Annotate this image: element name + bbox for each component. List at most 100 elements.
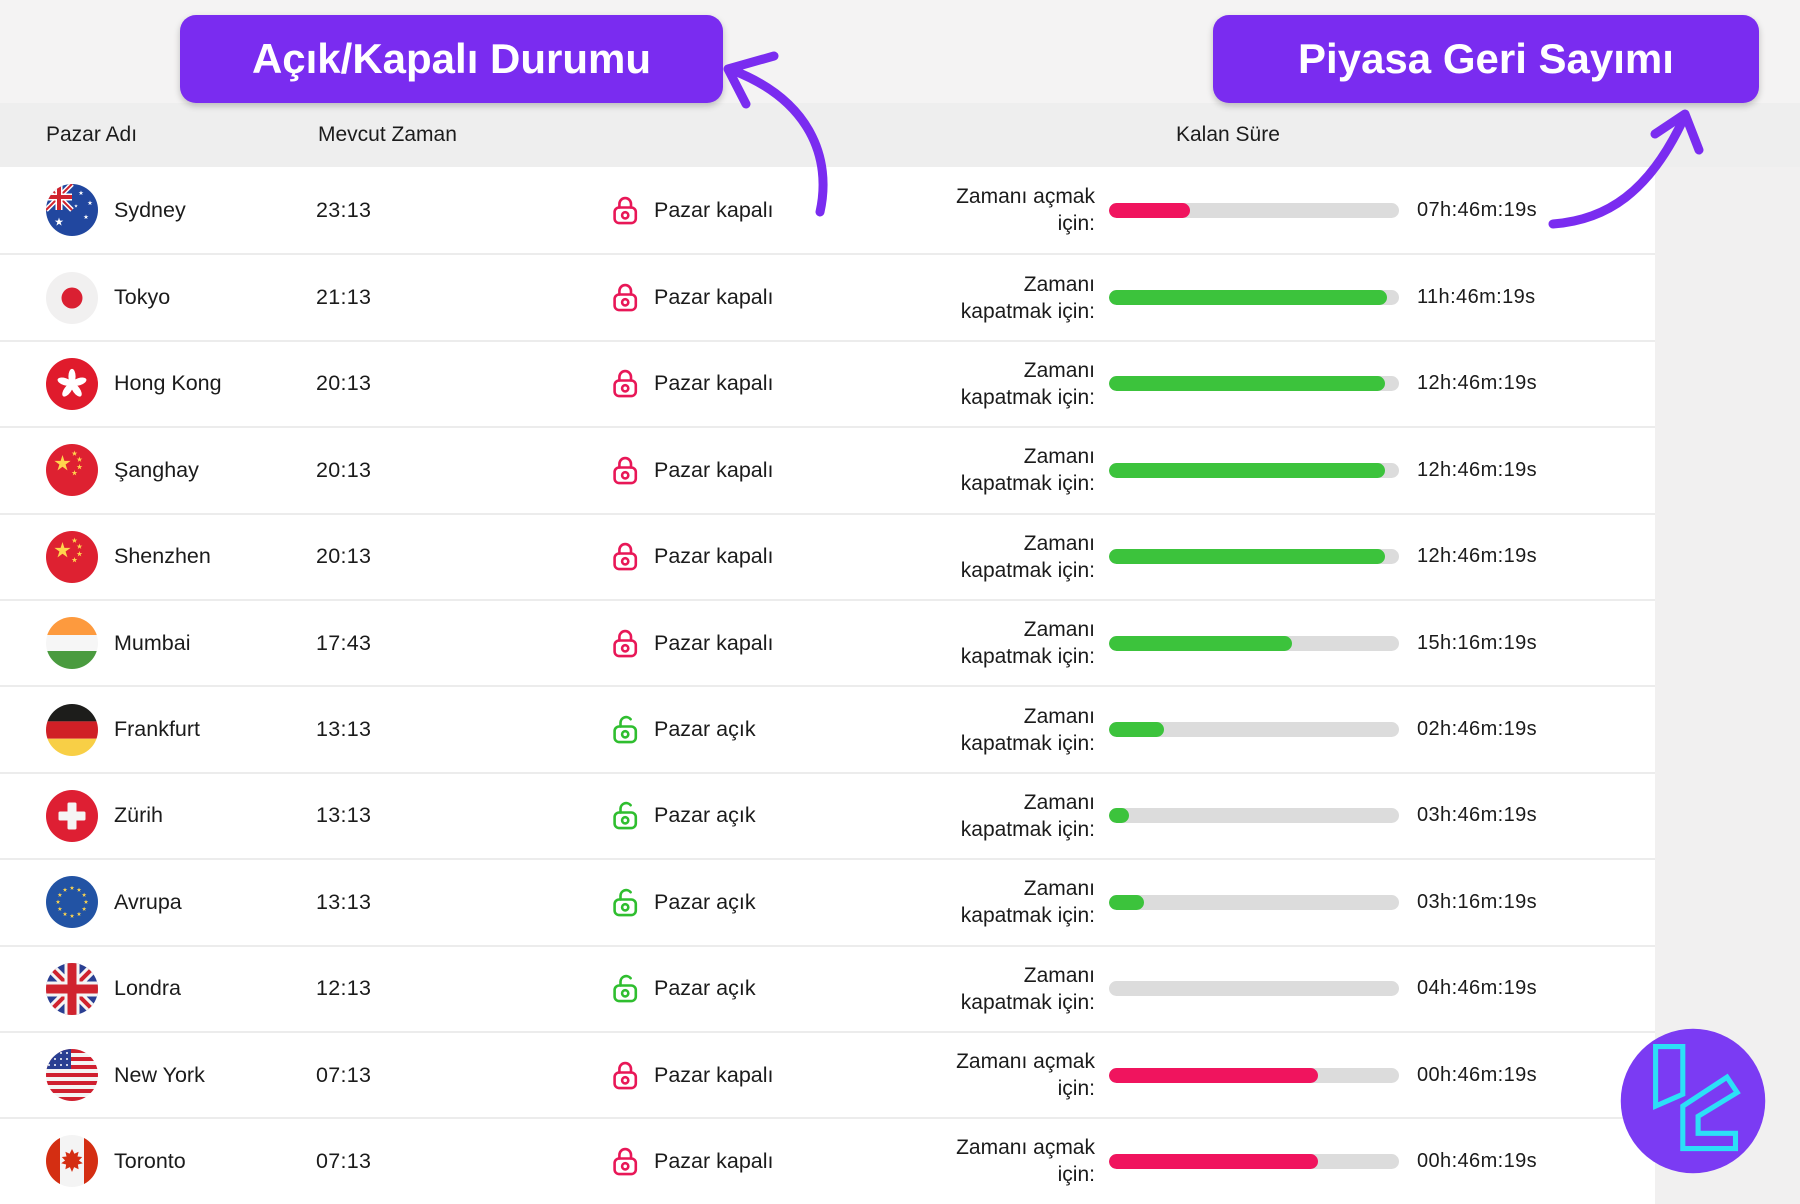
countdown-remaining: 00h:46m:19s: [1417, 1149, 1538, 1172]
lock-closed-icon: [610, 194, 641, 227]
countdown-label: Zamanı kapatmak için:: [960, 445, 1095, 496]
countdown-remaining: 03h:16m:19s: [1417, 890, 1538, 913]
current-time: 20:13: [316, 457, 372, 482]
countdown-label: Zamanı kapatmak için:: [960, 877, 1095, 928]
countdown-label: Zamanı kapatmak için:: [960, 704, 1095, 755]
countdown-label: Zamanı kapatmak için:: [960, 358, 1095, 409]
flag-germany-icon: [46, 703, 98, 756]
countdown-remaining: 07h:46m:19s: [1417, 198, 1538, 221]
table-row: Hong Kong 20:13 Pazar kapalı Zamanı kapat…: [0, 339, 1655, 427]
market-status: Pazar açık: [654, 717, 756, 742]
current-time: 13:13: [316, 717, 372, 742]
countdown-progress-fill: [1109, 722, 1165, 738]
table-row: Tokyo 21:13 Pazar kapalı Zamanı kapatmak …: [0, 253, 1655, 340]
market-name: New York: [114, 1062, 205, 1087]
countdown-progress-track: [1109, 722, 1399, 738]
lock-open-icon: [610, 886, 641, 919]
market-status: Pazar kapalı: [654, 285, 774, 310]
flag-hong-kong-icon: [46, 357, 98, 410]
market-name: Mumbai: [114, 630, 191, 655]
countdown-progress-fill: [1109, 202, 1191, 218]
countdown-progress-track: [1109, 894, 1399, 910]
table-row: Avrupa 13:13 Pazar açık Zamanı kapatmak i…: [0, 858, 1655, 945]
lock-open-icon: [610, 972, 641, 1005]
market-name: Şanghay: [114, 457, 199, 482]
countdown-progress-track: [1109, 635, 1399, 651]
countdown-progress-fill: [1109, 290, 1388, 306]
lock-closed-icon: [610, 627, 641, 660]
flag-china-icon: [46, 444, 98, 497]
flag-usa-icon: [46, 1049, 98, 1102]
header-remaining-time: Kalan Süre: [1176, 123, 1280, 146]
lock-closed-icon: [610, 1059, 641, 1092]
flag-australia-icon: [46, 184, 98, 237]
market-name: Frankfurt: [114, 717, 201, 742]
countdown-remaining: 12h:46m:19s: [1417, 545, 1538, 568]
countdown-label: Zamanı açmak için:: [956, 1050, 1095, 1101]
market-name: Shenzhen: [114, 544, 211, 569]
table-row: Toronto 07:13 Pazar kapalı Zamanı açmak i…: [0, 1117, 1655, 1204]
table-header: Pazar Adı Mevcut Zaman Kalan Süre: [0, 103, 1800, 167]
lock-closed-icon: [610, 367, 641, 400]
arrow-to-countdown-badge-icon: [1548, 109, 1704, 229]
table-row: Zürih 13:13 Pazar açık Zamanı kapatmak iç…: [0, 771, 1655, 859]
current-time: 23:13: [316, 197, 372, 222]
countdown-progress-track: [1109, 981, 1399, 997]
current-time: 12:13: [316, 976, 372, 1001]
countdown-label: Zamanı kapatmak için:: [960, 272, 1095, 323]
countdown-remaining: 04h:46m:19s: [1417, 977, 1538, 1000]
countdown-progress-track: [1109, 808, 1399, 824]
countdown-label: Zamanı kapatmak için:: [960, 618, 1095, 669]
lock-open-icon: [610, 799, 641, 832]
countdown-remaining: 15h:16m:19s: [1417, 631, 1538, 654]
market-name: Sydney: [114, 197, 186, 222]
countdown-progress-track: [1109, 1067, 1399, 1083]
countdown-progress-fill: [1109, 1153, 1318, 1169]
market-status: Pazar kapalı: [654, 544, 774, 569]
countdown-remaining: 11h:46m:19s: [1417, 286, 1536, 309]
current-time: 20:13: [316, 371, 372, 396]
flag-india-icon: [46, 617, 98, 670]
market-name: Avrupa: [114, 889, 182, 914]
status-annotation-badge: Açık/Kapalı Durumu: [180, 15, 723, 103]
header-market-name: Pazar Adı: [46, 123, 138, 146]
countdown-progress-fill: [1109, 894, 1144, 910]
market-status: Pazar kapalı: [654, 1062, 774, 1087]
flag-eu-icon: [46, 876, 98, 929]
countdown-remaining: 03h:46m:19s: [1417, 804, 1538, 827]
table-row: Shenzhen 20:13 Pazar kapalı Zamanı kapatm…: [0, 512, 1655, 599]
market-status: Pazar kapalı: [654, 630, 774, 655]
market-status: Pazar kapalı: [654, 457, 774, 482]
market-name: Hong Kong: [114, 371, 222, 396]
lock-closed-icon: [610, 540, 641, 573]
countdown-progress-fill: [1109, 462, 1385, 478]
current-time: 07:13: [316, 1062, 372, 1087]
market-name: Toronto: [114, 1148, 186, 1173]
countdown-label: Zamanı kapatmak için:: [960, 963, 1095, 1014]
countdown-remaining: 02h:46m:19s: [1417, 718, 1538, 741]
flag-canada-icon: [46, 1135, 98, 1188]
flag-china-icon: [46, 530, 98, 583]
flag-switzerland-icon: [46, 789, 98, 842]
header-current-time: Mevcut Zaman: [318, 123, 457, 146]
market-status: Pazar kapalı: [654, 371, 774, 396]
countdown-label: Zamanı kapatmak için:: [960, 790, 1095, 841]
market-name: Londra: [114, 976, 181, 1001]
current-time: 13:13: [316, 803, 372, 828]
flag-japan-icon: [46, 271, 98, 324]
lock-closed-icon: [610, 1145, 641, 1178]
current-time: 17:43: [316, 630, 372, 655]
countdown-progress-track: [1109, 1153, 1399, 1169]
countdown-progress-fill: [1109, 1067, 1318, 1083]
lock-closed-icon: [610, 454, 641, 487]
current-time: 21:13: [316, 285, 372, 310]
countdown-progress-track: [1109, 376, 1399, 392]
countdown-progress-track: [1109, 202, 1399, 218]
countdown-label: Zamanı kapatmak için:: [960, 531, 1095, 582]
table-row: Şanghay 20:13 Pazar kapalı Zamanı kapatma…: [0, 426, 1655, 513]
current-time: 13:13: [316, 889, 372, 914]
market-name: Tokyo: [114, 285, 171, 310]
market-status: Pazar açık: [654, 976, 756, 1001]
countdown-progress-fill: [1109, 635, 1292, 651]
